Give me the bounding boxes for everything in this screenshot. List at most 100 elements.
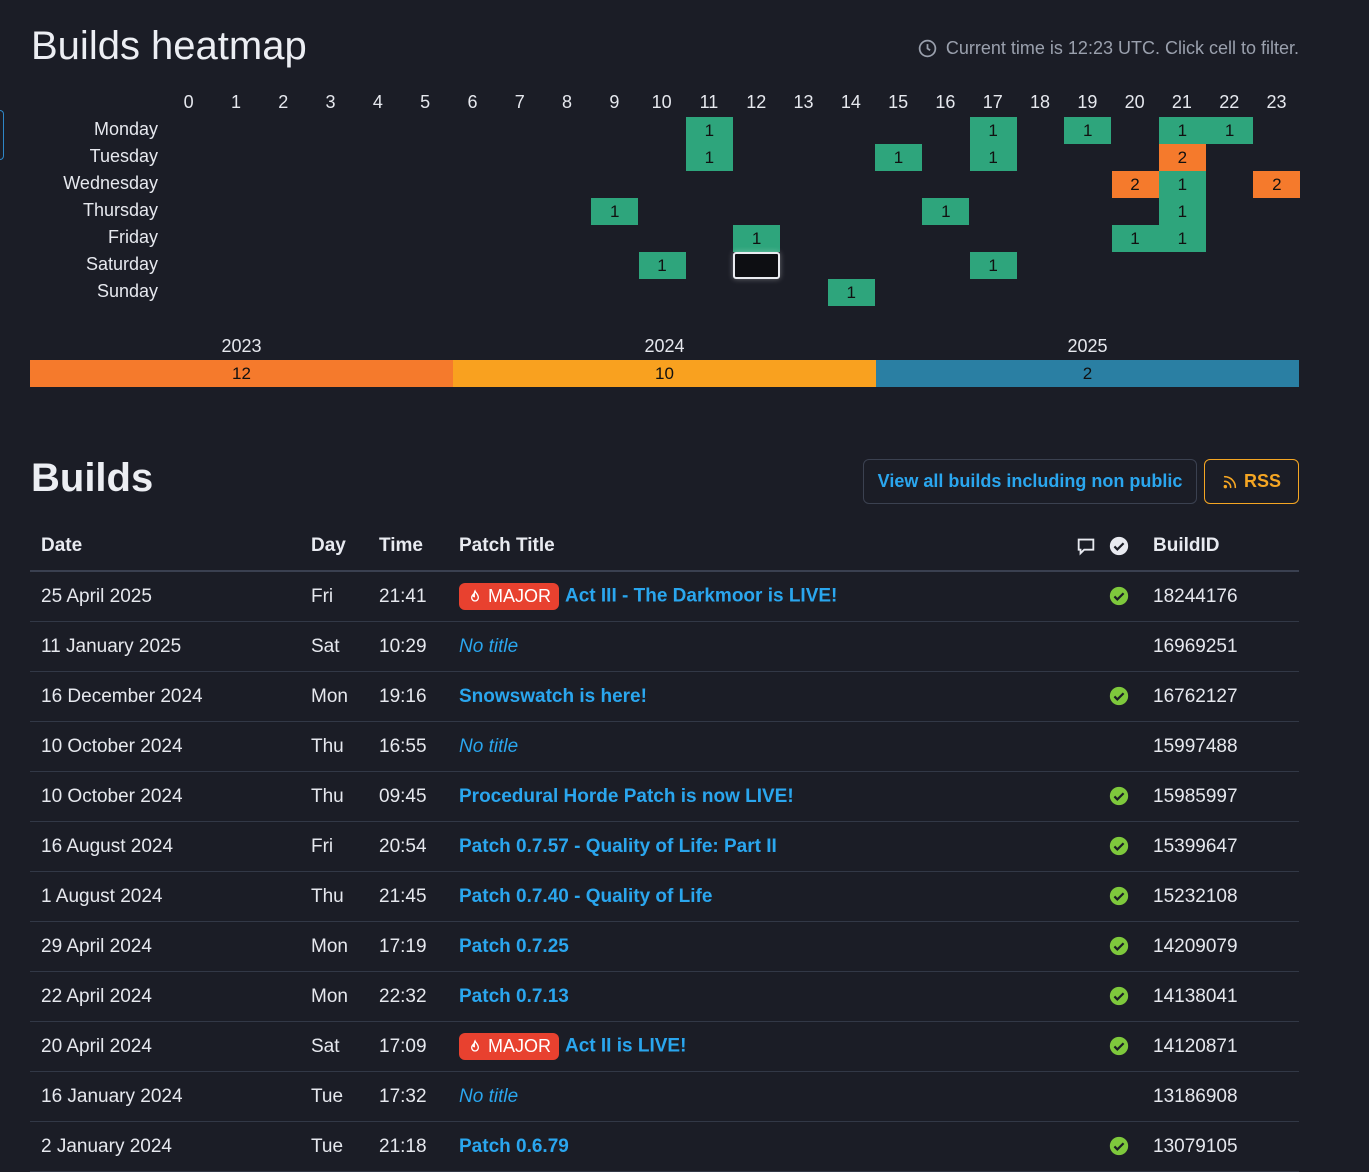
build-row[interactable]: 1 August 2024 Thu 21:45 Patch 0.7.40 - Qual… [30, 871, 1299, 922]
heatmap-cell[interactable]: 1 [1206, 117, 1254, 144]
build-verified-cell [1108, 1121, 1142, 1172]
heatmap-cell[interactable]: 1 [591, 198, 639, 225]
patch-title-link[interactable]: No title [459, 635, 519, 657]
build-row[interactable]: 16 December 2024 Mon 19:16 Snowswatch is he… [30, 671, 1299, 722]
patch-title-link[interactable]: Patch 0.7.40 - Quality of Life [459, 885, 713, 907]
build-time: 17:19 [368, 921, 448, 972]
day-label: Sunday [96, 281, 158, 301]
patch-title-link[interactable]: Procedural Horde Patch is now LIVE! [459, 785, 794, 807]
build-verified-cell [1108, 771, 1142, 822]
build-row[interactable]: 20 April 2024 Sat 17:09 MAJOR Act II is LIVE… [30, 1021, 1299, 1072]
hour-label: 0 [183, 92, 194, 112]
heatmap-cell[interactable]: 1 [1111, 225, 1159, 252]
year-bar-segment[interactable]: 2 [876, 360, 1299, 387]
patch-title-link[interactable]: Patch 0.7.25 [459, 935, 569, 957]
build-title-cell: Patch 0.6.79 [448, 1121, 1075, 1172]
build-time: 17:09 [368, 1021, 448, 1072]
build-id[interactable]: 16762127 [1142, 671, 1299, 722]
year-bar-segment[interactable]: 12 [30, 360, 453, 387]
heatmap-cell[interactable]: 2 [1158, 144, 1206, 171]
heatmap-cell[interactable]: 1 [969, 144, 1017, 171]
build-title-cell: Patch 0.7.57 - Quality of Life: Part II [448, 821, 1075, 872]
build-id[interactable]: 18244176 [1142, 571, 1299, 622]
build-comments-cell [1075, 921, 1108, 972]
view-all-builds-button[interactable]: View all builds including non public [863, 459, 1197, 504]
column-patch-title[interactable]: Patch Title [448, 522, 1075, 572]
heatmap-cell[interactable]: 1 [827, 279, 875, 306]
patch-title-link[interactable]: No title [459, 1085, 519, 1107]
heatmap-cell[interactable]: 1 [1158, 198, 1206, 225]
build-time: 16:55 [368, 721, 448, 772]
patch-title-link[interactable]: Act III - The Darkmoor is LIVE! [565, 585, 838, 607]
build-row[interactable]: 11 January 2025 Sat 10:29 No title 16969251 [30, 621, 1299, 672]
rss-button[interactable]: RSS [1204, 459, 1299, 504]
build-verified-cell [1108, 721, 1142, 772]
verified-check-icon [1109, 687, 1129, 706]
column-time[interactable]: Time [368, 522, 448, 572]
build-row[interactable]: 25 April 2025 Fri 21:41 MAJOR Act III - The … [30, 571, 1299, 622]
major-badge: MAJOR [459, 1033, 559, 1060]
build-id[interactable]: 14209079 [1142, 921, 1299, 972]
build-id[interactable]: 15399647 [1142, 821, 1299, 872]
build-id[interactable]: 15997488 [1142, 721, 1299, 772]
build-comments-cell [1075, 771, 1108, 822]
build-row[interactable]: 10 October 2024 Thu 09:45 Procedural Horde … [30, 771, 1299, 822]
patch-title-link[interactable]: Patch 0.6.79 [459, 1135, 569, 1157]
hour-label: 10 [651, 92, 672, 112]
build-title-cell: MAJOR Act III - The Darkmoor is LIVE! [448, 571, 1075, 622]
patch-title-link[interactable]: Act II is LIVE! [565, 1035, 687, 1057]
hour-label: 22 [1219, 92, 1240, 112]
build-id[interactable]: 16969251 [1142, 621, 1299, 672]
patch-title-link[interactable]: No title [459, 735, 519, 757]
clock-icon [918, 39, 937, 58]
heatmap-cell[interactable]: 1 [685, 144, 733, 171]
heatmap-cell[interactable]: 1 [733, 225, 781, 252]
build-id[interactable]: 14120871 [1142, 1021, 1299, 1072]
column-buildid[interactable]: BuildID [1142, 522, 1299, 572]
side-panel-tab[interactable] [0, 110, 4, 160]
patch-title-link[interactable]: Patch 0.7.57 - Quality of Life: Part II [459, 835, 777, 857]
verified-check-icon [1109, 787, 1129, 806]
verified-check-icon [1109, 837, 1129, 856]
heatmap-cell[interactable]: 1 [969, 117, 1017, 144]
column-day[interactable]: Day [300, 522, 368, 572]
heatmap-cell[interactable]: 1 [1158, 117, 1206, 144]
build-title-cell: No title [448, 621, 1075, 672]
verified-check-icon [1109, 1037, 1129, 1056]
heatmap-cell[interactable]: 1 [1158, 171, 1206, 198]
heatmap-cell[interactable]: 1 [922, 198, 970, 225]
build-row[interactable]: 16 August 2024 Fri 20:54 Patch 0.7.57 - Qua… [30, 821, 1299, 872]
fire-icon [470, 588, 480, 602]
heatmap-cell[interactable]: 2 [1111, 171, 1159, 198]
heatmap-cell[interactable]: 1 [638, 252, 686, 279]
build-row[interactable]: 2 January 2024 Tue 21:18 Patch 0.6.79 130791… [30, 1121, 1299, 1172]
hour-label: 11 [699, 92, 719, 112]
build-id[interactable]: 15985997 [1142, 771, 1299, 822]
patch-title-link[interactable]: Snowswatch is here! [459, 685, 647, 707]
verified-icon [1109, 536, 1129, 556]
build-verified-cell [1108, 1071, 1142, 1122]
build-row[interactable]: 29 April 2024 Mon 17:19 Patch 0.7.25 1420907… [30, 921, 1299, 972]
heatmap-cell-selected[interactable] [733, 252, 781, 279]
year-bar-segment[interactable]: 10 [453, 360, 876, 387]
heatmap-cell[interactable]: 1 [875, 144, 922, 171]
build-id[interactable]: 15232108 [1142, 871, 1299, 922]
column-comments[interactable] [1075, 522, 1108, 572]
patch-title-link[interactable]: Patch 0.7.13 [459, 985, 569, 1007]
build-id[interactable]: 14138041 [1142, 971, 1299, 1022]
build-time: 21:45 [368, 871, 448, 922]
heatmap-cell[interactable]: 2 [1253, 171, 1301, 198]
heatmap-cell[interactable]: 1 [969, 252, 1017, 279]
build-id[interactable]: 13186908 [1142, 1071, 1299, 1122]
heatmap-cell[interactable]: 1 [1064, 117, 1112, 144]
build-row[interactable]: 16 January 2024 Tue 17:32 No title 13186908 [30, 1071, 1299, 1122]
build-row[interactable]: 22 April 2024 Mon 22:32 Patch 0.7.13 1413804… [30, 971, 1299, 1022]
day-label: Friday [107, 227, 158, 247]
heatmap-cell[interactable]: 1 [685, 117, 733, 144]
column-date[interactable]: Date [30, 522, 300, 572]
heatmap-cell[interactable]: 1 [1158, 225, 1206, 252]
build-time: 09:45 [368, 771, 448, 822]
build-row[interactable]: 10 October 2024 Thu 16:55 No title 15997488 [30, 721, 1299, 772]
build-id[interactable]: 13079105 [1142, 1121, 1299, 1172]
column-verified[interactable] [1108, 522, 1142, 572]
